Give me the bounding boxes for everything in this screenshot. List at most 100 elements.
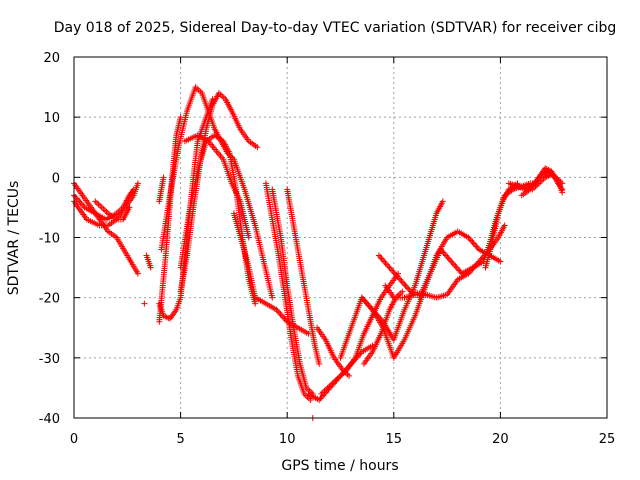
data-point [280,314,287,321]
data-point [387,266,394,273]
data-point [72,193,79,200]
data-point [403,284,410,291]
data-point [95,201,102,208]
data-marks [71,84,566,421]
data-point [361,297,368,304]
data-point [537,178,544,185]
data-point [501,222,508,229]
chart-title: Day 018 of 2025, Sidereal Day-to-day VTE… [54,20,617,36]
data-point [399,288,406,295]
data-point [439,198,446,205]
data-point [97,202,104,209]
series-track-t [314,324,353,379]
data-point [378,255,385,262]
data-point [337,372,344,379]
data-point [448,258,455,265]
data-point [399,279,406,286]
data-point [245,234,252,241]
series-track-ae [529,171,566,196]
data-point [329,380,336,387]
series-track-o [262,180,314,403]
data-point [92,198,99,205]
data-point [405,285,412,292]
y-tick-label: 20 [43,51,60,66]
data-point [346,372,353,379]
x-tick-label: 5 [176,432,184,447]
series-track-q [284,186,323,367]
x-tick-label: 0 [70,432,78,447]
y-tick-label: 0 [52,171,60,186]
data-point [254,144,261,151]
series-track-j [158,84,276,301]
data-point [98,204,105,211]
series-track-d [92,198,133,223]
data-point [455,266,462,273]
axis-ticks: 0 5 10 15 20 25 -40 -30 -20 -10 0 10 20 [39,51,616,447]
series-track-w [360,288,406,367]
data-point [382,260,389,267]
data-point [470,240,477,247]
data-point [141,300,148,307]
data-point [126,204,133,211]
data-point [276,309,283,316]
data-point [445,255,452,262]
data-point [452,263,459,270]
data-point [449,260,456,267]
data-point [377,254,384,261]
data-point [364,300,371,307]
data-point [381,258,388,265]
data-point [397,290,404,297]
data-point [379,257,386,264]
data-point [317,395,324,402]
data-point [219,93,226,100]
y-tick-label: -20 [39,292,60,307]
data-point [447,257,454,264]
data-point [366,303,373,310]
data-point [559,189,566,196]
series-track-p [269,186,316,397]
series-track-h [156,174,167,205]
series-track-z [382,282,429,301]
y-tick-label: -10 [39,232,60,247]
data-point [101,207,108,214]
data-point [321,387,328,394]
data-point [383,261,390,268]
data-point [375,252,382,259]
data-point [473,243,480,250]
data-point [396,291,403,298]
data-point [277,311,284,318]
data-point [195,87,202,94]
data-point [316,360,323,367]
data-point [134,270,141,277]
y-axis-label: SDTVAR / TECUs [6,181,22,296]
data-point [401,281,408,288]
data-point [472,242,479,249]
data-point [100,205,107,212]
data-point [134,180,141,187]
data-point [386,264,393,271]
data-point [385,263,392,270]
data-point [422,291,429,298]
data-point [389,267,396,274]
data-point [278,312,285,319]
x-tick-label: 25 [599,432,616,447]
data-point [444,254,451,261]
data-point [468,237,475,244]
x-tick-label: 15 [386,432,403,447]
series-track-e [143,252,154,271]
data-point [398,278,405,285]
data-point [307,396,314,403]
x-axis-label: GPS time / hours [281,458,398,474]
data-point [252,300,259,307]
data-point [269,294,276,301]
y-tick-label: -40 [39,412,60,427]
data-point [469,239,476,246]
data-point [319,389,326,396]
x-tick-label: 10 [279,432,296,447]
data-point [497,258,504,265]
data-point [453,264,460,271]
series-track-m [181,132,252,241]
x-tick-label: 20 [492,432,509,447]
data-point [402,282,409,289]
